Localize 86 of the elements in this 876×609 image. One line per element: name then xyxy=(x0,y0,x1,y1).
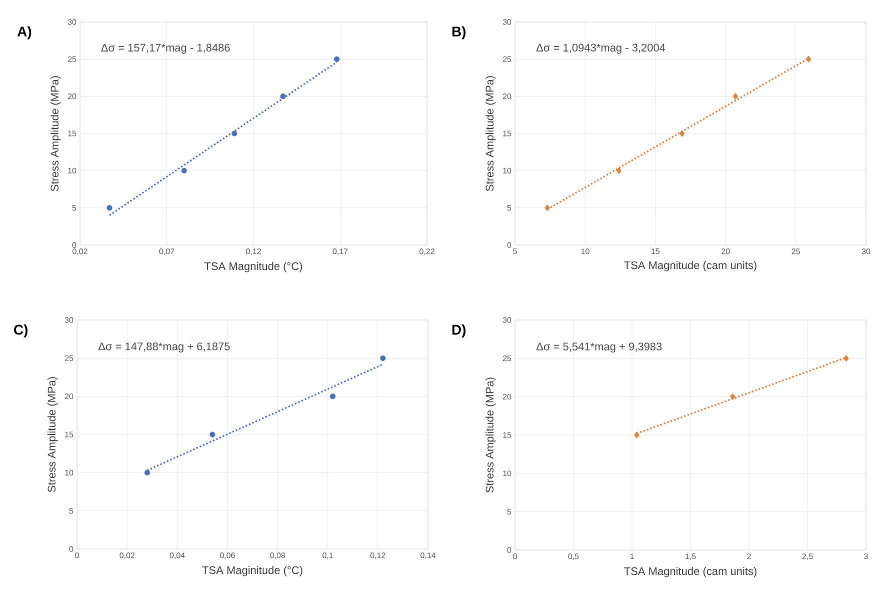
y-tick-label: 5 xyxy=(69,508,74,514)
y-tick-label: 15 xyxy=(503,432,512,438)
annotation: Δσ = 147,88*mag + 6,1875 xyxy=(98,342,230,352)
point xyxy=(806,56,812,63)
point xyxy=(544,204,550,212)
y-tick-label: 30 xyxy=(64,317,74,323)
x-tick-label: 2,5 xyxy=(802,554,813,560)
x-tick-label: 1,5 xyxy=(686,554,696,560)
point xyxy=(181,168,187,174)
x-tick-label: 0,12 xyxy=(370,552,386,560)
y-tick-label: 25 xyxy=(68,56,76,62)
x-tick-label: 0,1 xyxy=(322,552,333,560)
y-tick-label: 15 xyxy=(68,130,76,136)
annotation: Δσ = 5,541*mag + 9,3983 xyxy=(536,342,662,353)
y-axis-title: Stress Amplitude (MPa) xyxy=(47,377,58,492)
point xyxy=(634,432,640,438)
y-tick-label: 0 xyxy=(507,547,512,553)
point xyxy=(334,56,340,62)
chart-title: B) xyxy=(452,26,466,40)
x-tick-label: 0,5 xyxy=(568,554,579,560)
y-tick-label: 10 xyxy=(65,470,74,476)
x-axis-title: TSA Magnitude (°C) xyxy=(204,262,302,272)
point xyxy=(844,354,849,362)
point xyxy=(144,470,150,476)
point xyxy=(730,393,736,400)
y-tick-label: 5 xyxy=(72,205,76,211)
y-tick-label: 5 xyxy=(507,205,512,211)
y-tick-label: 10 xyxy=(68,168,76,174)
x-tick-label: 0,08 xyxy=(270,552,286,560)
chart-title: A) xyxy=(17,26,32,40)
y-tick-label: 0 xyxy=(72,242,76,248)
y-tick-label: 20 xyxy=(68,93,76,100)
x-tick-label: 15 xyxy=(652,248,660,254)
chart-title: C) xyxy=(14,324,28,338)
point xyxy=(210,432,216,438)
x-tick-label: 3 xyxy=(864,554,868,560)
x-tick-label: 0,02 xyxy=(120,552,135,560)
y-tick-label: 25 xyxy=(64,355,74,361)
x-tick-label: 2 xyxy=(747,554,751,560)
y-tick-label: 15 xyxy=(65,432,74,438)
y-tick-label: 30 xyxy=(68,19,76,25)
x-tick-label: 30 xyxy=(862,248,870,254)
point xyxy=(280,94,286,100)
point xyxy=(232,130,238,136)
point xyxy=(679,130,685,137)
x-tick-label: 20 xyxy=(722,248,730,254)
y-tick-label: 5 xyxy=(507,508,512,514)
chart-title: D) xyxy=(452,324,466,338)
x-tick-label: 0,17 xyxy=(332,248,348,256)
y-axis-title: Stress Amplitude (MPa) xyxy=(50,76,61,192)
point xyxy=(732,92,738,100)
x-axis-title: TSA Maginitude (°C) xyxy=(202,566,302,576)
y-tick-label: 20 xyxy=(502,93,512,100)
x-tick-label: 0,06 xyxy=(220,552,235,560)
y-axis-title: Stress Amplitude (MPa) xyxy=(485,76,496,192)
annotation: Δσ = 157,17*mag - 1,8486 xyxy=(101,44,230,54)
y-tick-label: 25 xyxy=(502,56,512,62)
point xyxy=(380,355,386,361)
x-axis-title: TSA Magnitude (cam units) xyxy=(624,261,756,272)
annotation: Δσ = 1,0943*mag - 3,2004 xyxy=(536,44,666,54)
x-tick-label: 25 xyxy=(792,248,800,254)
x-tick-label: 5 xyxy=(513,248,517,254)
x-tick-label: 0,07 xyxy=(159,248,174,256)
y-tick-label: 30 xyxy=(502,19,512,25)
x-tick-label: 0,22 xyxy=(420,248,434,256)
y-tick-label: 15 xyxy=(503,130,512,136)
y-tick-label: 10 xyxy=(503,168,512,174)
y-tick-label: 0 xyxy=(69,546,74,552)
y-tick-label: 20 xyxy=(502,394,512,400)
y-tick-label: 20 xyxy=(64,393,74,400)
y-tick-label: 0 xyxy=(507,242,512,248)
y-tick-label: 25 xyxy=(502,355,512,362)
x-tick-label: 1 xyxy=(630,554,634,560)
x-tick-label: 0,12 xyxy=(246,248,261,256)
point xyxy=(106,205,112,211)
x-tick-label: 0 xyxy=(513,554,517,560)
x-tick-label: 0,04 xyxy=(170,552,185,560)
x-tick-label: 10 xyxy=(581,248,590,254)
y-tick-label: 10 xyxy=(503,470,512,476)
point xyxy=(330,394,336,400)
y-tick-label: 30 xyxy=(502,317,512,323)
y-axis-title: Stress Amplitude (MPa) xyxy=(485,378,496,493)
x-tick-label: 0,02 xyxy=(72,248,88,256)
point xyxy=(616,167,622,174)
x-axis-title: TSA Magnitude (cam units) xyxy=(624,566,756,578)
x-tick-label: 0,14 xyxy=(420,552,436,560)
